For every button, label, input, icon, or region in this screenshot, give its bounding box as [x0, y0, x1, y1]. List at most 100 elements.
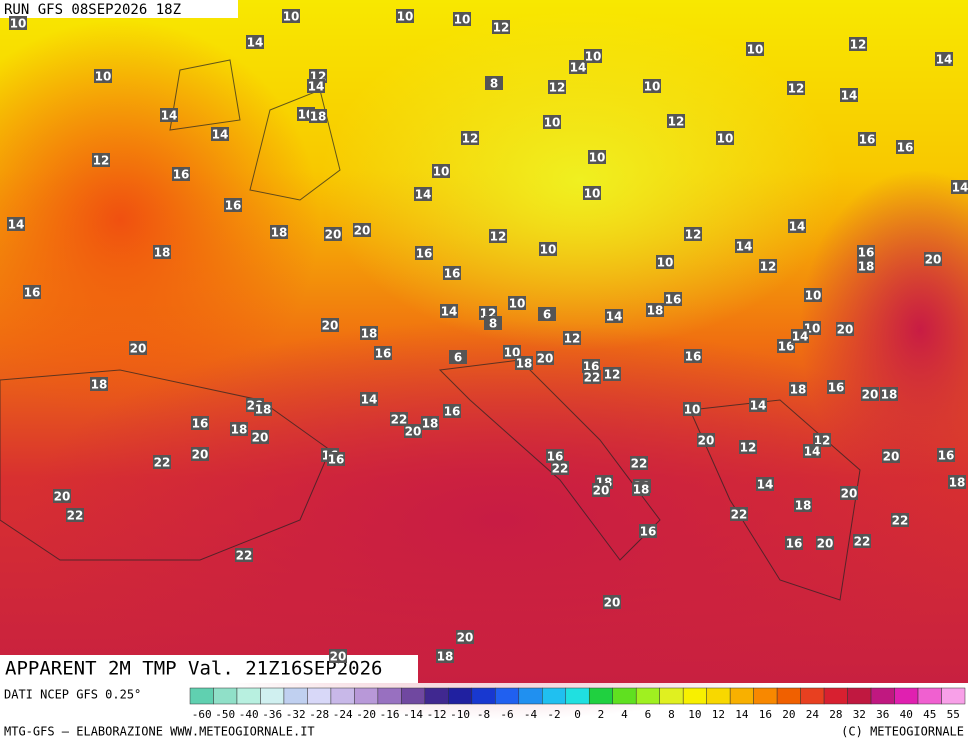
legend-swatch [870, 687, 895, 705]
label-box [94, 69, 112, 83]
legend-swatch [377, 687, 402, 705]
temp-label: 10 [657, 256, 674, 270]
label-box [643, 79, 661, 93]
legend-swatch [941, 687, 966, 705]
legend-swatch [471, 687, 496, 705]
temp-label: 12 [685, 228, 702, 242]
temp-label: 18 [949, 476, 966, 490]
legend-swatch [260, 687, 285, 705]
temp-label: 10 [454, 13, 471, 27]
label-box [861, 387, 879, 401]
label-box [421, 416, 439, 430]
temp-label: 22 [552, 462, 569, 476]
label-box [270, 225, 288, 239]
label-box [924, 252, 942, 266]
temp-label: 18 [91, 378, 108, 392]
temp-label: 12 [850, 38, 867, 52]
legend-tick-label: 10 [688, 708, 701, 721]
label-box [456, 630, 474, 644]
temp-label: 18 [231, 423, 248, 437]
temp-label: 14 [308, 80, 325, 94]
map [0, 0, 968, 720]
temp-label: 18 [255, 403, 272, 417]
temp-label: 12 [760, 260, 777, 274]
label-box [129, 341, 147, 355]
label-box [7, 217, 25, 231]
label-box [353, 223, 371, 237]
label-box [684, 349, 702, 363]
label-box [9, 16, 27, 30]
temp-label: 14 [606, 310, 623, 324]
label-box [251, 430, 269, 444]
label-box [759, 259, 777, 273]
legend-tick-label: -4 [524, 708, 538, 721]
label-box [840, 486, 858, 500]
label-box [935, 52, 953, 66]
temp-label: 6 [543, 308, 551, 322]
label-box [329, 649, 347, 663]
temp-label: 18 [790, 383, 807, 397]
temp-label: 10 [95, 70, 112, 84]
temp-label: 20 [593, 484, 610, 498]
temp-label: 14 [212, 128, 229, 142]
label-box [414, 187, 432, 201]
label-box [360, 392, 378, 406]
legend-swatch [823, 687, 848, 705]
temp-label: 16 [938, 449, 955, 463]
legend-swatch [213, 687, 238, 705]
label-box [583, 186, 601, 200]
temp-label: 10 [540, 243, 557, 257]
temp-label: 16 [828, 381, 845, 395]
temp-label: 10 [805, 289, 822, 303]
label-box [656, 255, 674, 269]
legend-swatch [917, 687, 942, 705]
legend-tick-label: 12 [712, 708, 725, 721]
temp-label: 22 [584, 371, 601, 385]
temp-label: 18 [361, 327, 378, 341]
temp-label: 14 [841, 89, 858, 103]
label-box [896, 140, 914, 154]
label-box [503, 345, 521, 359]
label-box [92, 153, 110, 167]
temp-label: 16 [897, 141, 914, 155]
label-box [788, 219, 806, 233]
legend-swatch [424, 687, 449, 705]
temp-label: 18 [516, 357, 533, 371]
temp-label: 10 [283, 10, 300, 24]
temp-label: 18 [647, 304, 664, 318]
temp-label: 16 [859, 133, 876, 147]
label-box [211, 127, 229, 141]
temp-label: 10 [717, 132, 734, 146]
temp-label: 6 [454, 351, 462, 365]
temp-label: 20 [330, 650, 347, 664]
legend-tick-label: -12 [427, 708, 447, 721]
label-box [630, 456, 648, 470]
label-box [584, 49, 602, 63]
legend-swatch [659, 687, 684, 705]
legend-swatch [565, 687, 590, 705]
temp-label: 12 [564, 332, 581, 346]
temp-label: 12 [549, 81, 566, 95]
label-box [735, 239, 753, 253]
label-box [646, 303, 664, 317]
legend-swatch [847, 687, 872, 705]
temp-label: 20 [925, 253, 942, 267]
label-box [563, 331, 581, 345]
label-box [664, 292, 682, 306]
temp-label: 10 [644, 80, 661, 94]
temp-label: 12 [462, 132, 479, 146]
legend-tick-label: -2 [547, 708, 560, 721]
temp-label: 18 [858, 260, 875, 274]
label-box [449, 350, 467, 364]
label-box [515, 356, 533, 370]
temp-label: 12 [493, 21, 510, 35]
label-box [937, 448, 955, 462]
label-box [543, 115, 561, 129]
label-box [230, 422, 248, 436]
label-box [569, 60, 587, 74]
temp-label: 16 [665, 293, 682, 307]
temp-label: 18 [881, 388, 898, 402]
label-box [632, 482, 650, 496]
temp-label: 12 [668, 115, 685, 129]
footer-right: (C) METEOGIORNALE [841, 725, 964, 739]
